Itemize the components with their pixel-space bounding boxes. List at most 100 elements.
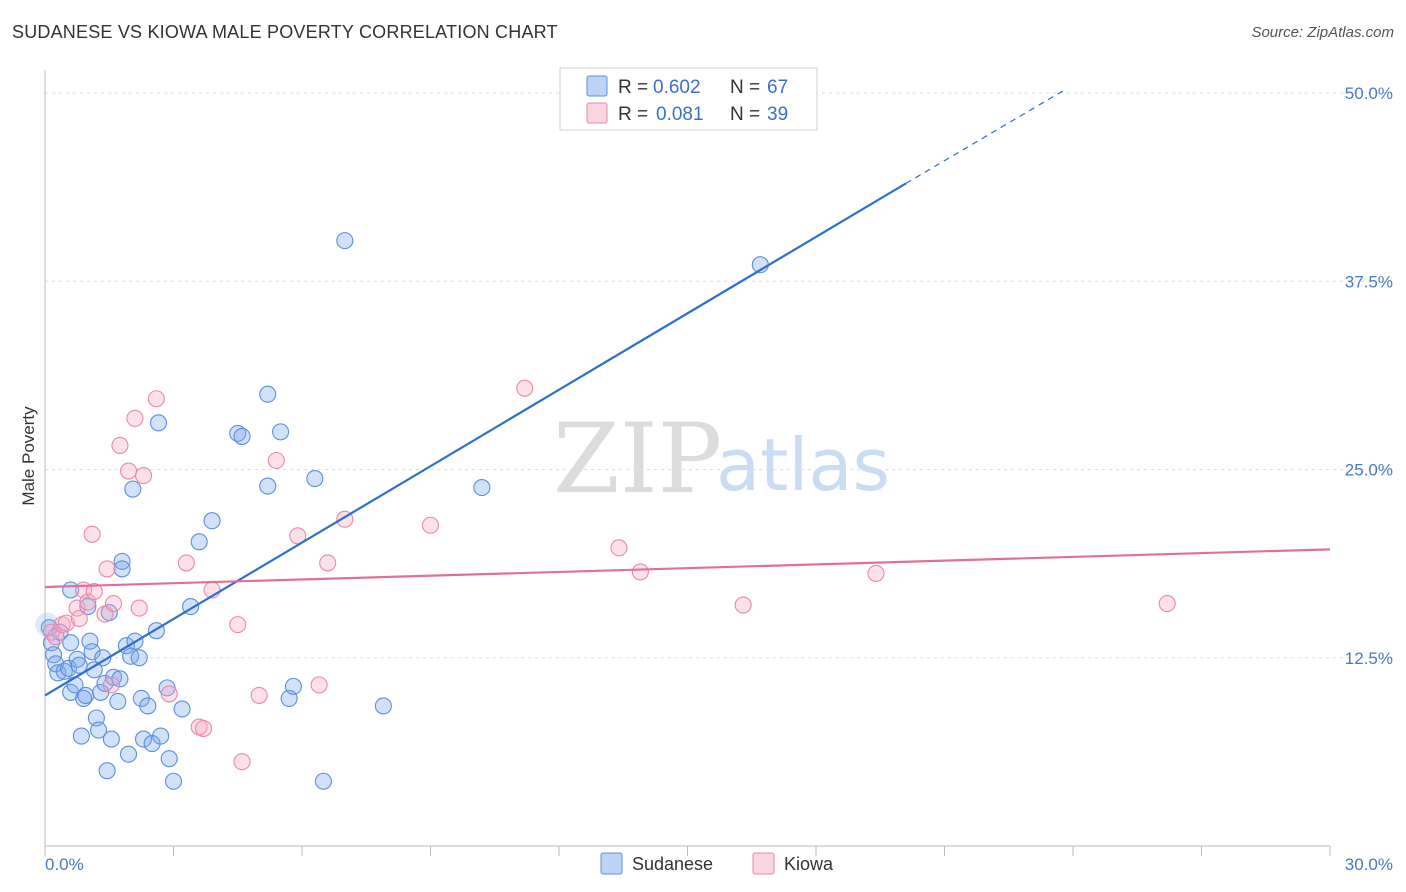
- legend-n-label-kiowa: N =: [730, 104, 760, 125]
- kiowa-points: [42, 379, 1176, 771]
- sudanese-point-37: [124, 480, 142, 498]
- sudanese-point-35: [119, 745, 138, 763]
- legend-n-value-kiowa: 39: [767, 104, 788, 125]
- sudanese-point-16: [77, 686, 95, 704]
- legend: R = 0.602 N = 67 R = 0.081 N = 39: [559, 67, 818, 131]
- kiowa-point-36: [631, 563, 649, 581]
- kiowa-point-8: [83, 525, 101, 543]
- sudanese-point-64: [374, 697, 392, 715]
- sudanese-trend-line: [44, 182, 907, 697]
- kiowa-point-11: [98, 560, 116, 578]
- sudanese-trend-extension: [905, 89, 1065, 184]
- sudanese-point-53: [203, 512, 221, 530]
- sudanese-point-39: [130, 649, 148, 667]
- sudanese-point-46: [152, 727, 170, 745]
- legend-r-value-kiowa: 0.081: [656, 104, 704, 125]
- sudanese-point-58: [272, 423, 290, 441]
- watermark-zip: ZIP: [553, 403, 722, 515]
- bottom-legend-label-sudanese: Sudanese: [632, 854, 713, 874]
- sudanese-point-45: [149, 414, 168, 432]
- kiowa-point-23: [194, 719, 213, 738]
- sudanese-point-57: [259, 477, 277, 495]
- kiowa-point-34: [516, 379, 534, 397]
- sudanese-point-19: [83, 643, 101, 661]
- watermark-atlas: atlas: [716, 423, 890, 507]
- sudanese-point-33: [113, 560, 131, 578]
- chart-title: SUDANESE VS KIOWA MALE POVERTY CORRELATI…: [12, 22, 558, 42]
- sudanese-point-48: [160, 750, 178, 768]
- sudanese-point-15: [75, 689, 93, 707]
- legend-n-value-sudanese: 67: [767, 77, 788, 98]
- kiowa-point-19: [147, 390, 165, 408]
- sudanese-point-17: [79, 598, 97, 616]
- sudanese-point-0: [40, 619, 58, 637]
- sudanese-point-22: [89, 721, 108, 739]
- sudanese-point-56: [259, 385, 277, 403]
- legend-r-value-sudanese: 0.602: [653, 77, 701, 98]
- x-tick-label-min: 0.0%: [45, 855, 84, 874]
- kiowa-point-29: [289, 527, 307, 545]
- kiowa-point-26: [233, 753, 251, 771]
- kiowa-point-39: [1158, 595, 1176, 613]
- sudanese-point-62: [314, 772, 332, 790]
- sudanese-cluster-marker: [35, 612, 60, 637]
- sudanese-point-49: [164, 772, 183, 790]
- kiowa-point-35: [610, 539, 628, 557]
- kiowa-point-9: [85, 582, 103, 601]
- sudanese-point-41: [134, 730, 153, 748]
- kiowa-point-28: [267, 451, 285, 470]
- sudanese-point-26: [98, 762, 116, 780]
- bottom-legend-swatch-sudanese: [600, 852, 623, 875]
- kiowa-point-18: [134, 467, 153, 485]
- sudanese-point-42: [139, 697, 157, 715]
- kiowa-point-21: [177, 554, 195, 572]
- kiowa-point-38: [867, 564, 885, 582]
- bottom-legend-swatch-kiowa: [752, 852, 775, 875]
- sudanese-point-61: [306, 470, 324, 488]
- kiowa-point-5: [70, 610, 88, 628]
- kiowa-point-14: [111, 436, 129, 454]
- sudanese-point-60: [284, 677, 302, 695]
- sudanese-point-31: [111, 670, 129, 688]
- kiowa-point-17: [130, 599, 148, 617]
- x-tick-label-max: 30.0%: [1345, 855, 1393, 874]
- bottom-legend: Sudanese Kiowa: [600, 852, 834, 875]
- sudanese-point-14: [72, 727, 90, 745]
- y-tick-label-2: 37.5%: [1345, 272, 1393, 291]
- kiowa-point-37: [734, 596, 752, 614]
- sudanese-point-52: [190, 533, 208, 551]
- kiowa-point-7: [79, 593, 97, 611]
- kiowa-point-3: [57, 614, 75, 632]
- sudanese-point-24: [94, 649, 112, 667]
- y-tick-labels: 12.5% 25.0% 37.5% 50.0%: [1345, 84, 1393, 668]
- kiowa-point-12: [102, 676, 120, 694]
- legend-swatch-sudanese: [586, 75, 608, 97]
- y-tick-label-1: 25.0%: [1345, 461, 1393, 480]
- kiowa-point-27: [250, 686, 268, 704]
- sudanese-point-65: [473, 479, 491, 497]
- sudanese-point-7: [60, 659, 78, 677]
- kiowa-point-25: [229, 616, 247, 634]
- kiowa-point-4: [68, 599, 86, 617]
- legend-r-label-sudanese: R =: [618, 77, 648, 98]
- bottom-legend-label-kiowa: Kiowa: [784, 854, 834, 874]
- sudanese-point-55: [233, 427, 251, 445]
- kiowa-point-16: [126, 409, 144, 427]
- x-axis-ticks: [44, 846, 1331, 856]
- kiowa-trend-line: [44, 548, 1331, 589]
- legend-n-label-sudanese: N =: [730, 77, 760, 98]
- y-tick-label-3: 50.0%: [1345, 84, 1393, 103]
- watermark: ZIP atlas: [553, 403, 890, 515]
- sudanese-point-30: [109, 692, 127, 710]
- kiowa-point-20: [160, 685, 178, 703]
- legend-r-label-kiowa: R =: [618, 104, 648, 125]
- sudanese-point-4: [49, 664, 67, 682]
- trend-lines: [44, 89, 1331, 697]
- kiowa-point-31: [319, 554, 337, 572]
- source-label: Source: ZipAtlas.com: [1251, 24, 1394, 41]
- kiowa-point-15: [119, 462, 138, 480]
- kiowa-point-13: [104, 595, 123, 613]
- kiowa-point-33: [421, 516, 440, 534]
- sudanese-point-9: [62, 634, 80, 652]
